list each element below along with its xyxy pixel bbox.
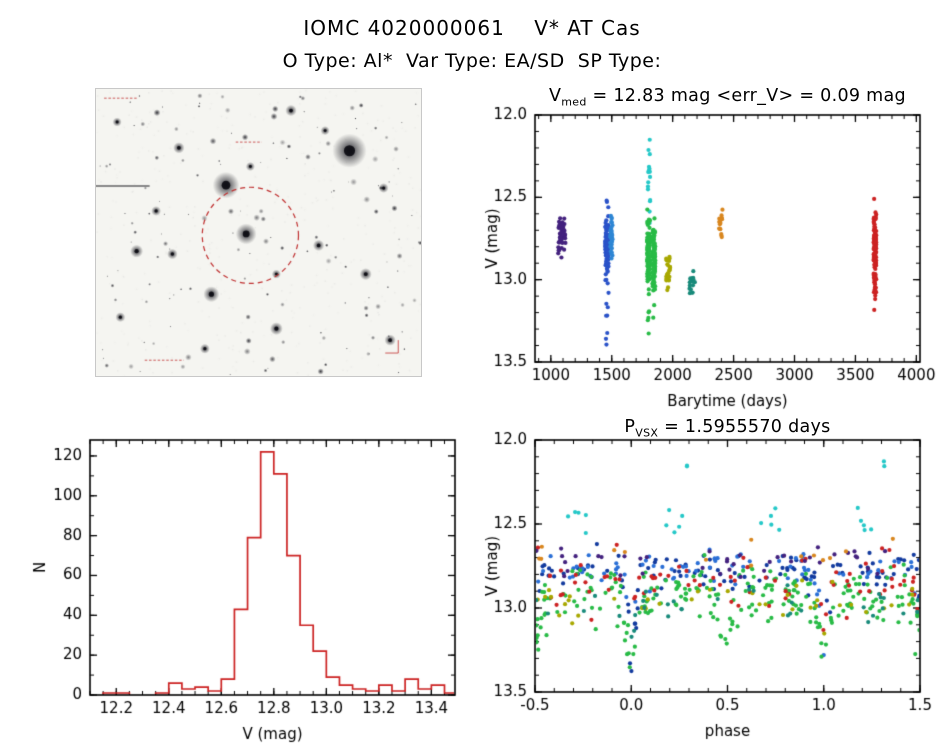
phase-folded-lightcurve-plot (480, 420, 944, 747)
vmed-symbol: V (549, 86, 562, 106)
barytime-lightcurve-plot (480, 85, 944, 415)
page-title: IOMC 4020000061 V* AT Cas (303, 16, 641, 40)
period-symbol: P (624, 417, 636, 437)
barytime-plot-title: Vmed = 12.83 mag <err_V> = 0.09 mag (535, 86, 920, 109)
finder-chart-image (95, 88, 422, 377)
page-subtitle: O Type: Al* Var Type: EA/SD SP Type: (282, 50, 662, 72)
magnitude-histogram-plot (30, 425, 470, 747)
vmed-value-text: = 12.83 mag <err_V> = 0.09 mag (586, 86, 906, 106)
period-value-text: = 1.5955570 days (658, 417, 831, 437)
vmed-subscript: med (561, 95, 587, 109)
phase-plot-title: PVSX = 1.5955570 days (535, 417, 920, 440)
period-subscript: VSX (635, 426, 659, 440)
